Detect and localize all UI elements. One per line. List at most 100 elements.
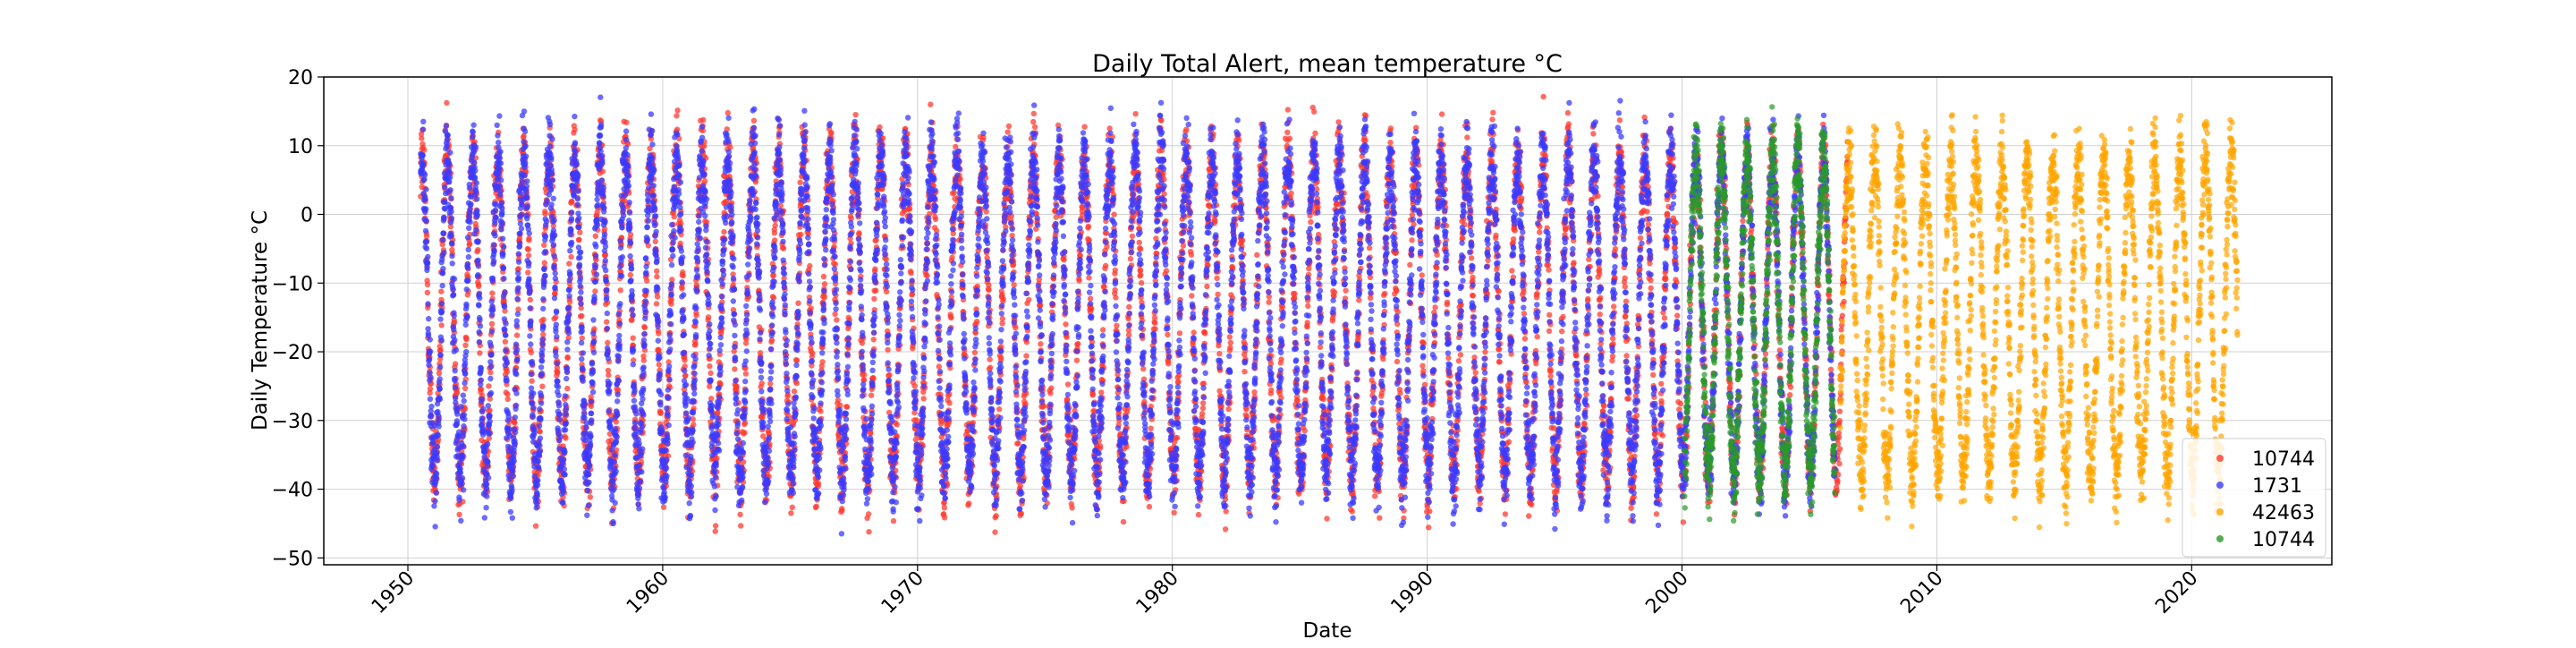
- data-point: [1111, 211, 1116, 217]
- data-point: [541, 243, 547, 248]
- data-point: [797, 180, 802, 185]
- data-point: [928, 102, 933, 107]
- data-point: [525, 269, 530, 275]
- data-point: [1140, 366, 1146, 371]
- data-point: [1000, 316, 1005, 321]
- data-point: [444, 100, 449, 106]
- data-point: [713, 528, 718, 533]
- data-point: [987, 356, 992, 362]
- data-point: [658, 410, 664, 415]
- data-point: [438, 289, 444, 294]
- data-point: [439, 322, 445, 328]
- data-point: [1241, 369, 1247, 374]
- data-point: [884, 289, 889, 294]
- data-point: [1086, 224, 1091, 229]
- data-point: [972, 350, 978, 355]
- data-point: [790, 505, 795, 510]
- data-point: [942, 505, 947, 510]
- data-point: [514, 332, 520, 337]
- data-point: [1139, 280, 1144, 286]
- data-point: [974, 319, 979, 324]
- data-point: [564, 386, 570, 391]
- data-point: [1048, 385, 1054, 390]
- data-point: [821, 274, 826, 279]
- data-point: [1287, 136, 1292, 141]
- data-point: [1132, 111, 1138, 116]
- data-point: [1065, 381, 1071, 387]
- data-point: [1228, 340, 1233, 345]
- data-point: [1128, 256, 1133, 261]
- data-point: [653, 239, 658, 244]
- data-point: [1063, 321, 1068, 327]
- data-point: [942, 515, 947, 520]
- data-point: [691, 422, 696, 427]
- data-point: [792, 388, 797, 394]
- data-point: [1023, 353, 1029, 358]
- data-point: [741, 430, 747, 435]
- data-point: [555, 370, 560, 375]
- data-point: [839, 507, 844, 513]
- data-point: [428, 386, 433, 391]
- data-point: [781, 245, 786, 251]
- data-point: [1225, 406, 1231, 412]
- data-point: [487, 370, 493, 375]
- data-point: [553, 314, 558, 320]
- data-point: [1200, 405, 1206, 411]
- data-point: [835, 397, 841, 403]
- data-point: [579, 313, 584, 319]
- data-point: [733, 384, 739, 389]
- data-point: [1081, 124, 1087, 130]
- data-point: [743, 371, 749, 376]
- data-point: [1152, 315, 1157, 320]
- data-point: [987, 364, 993, 370]
- data-point: [707, 363, 712, 369]
- data-point: [725, 110, 731, 115]
- data-point: [1005, 129, 1011, 134]
- data-point: [1089, 306, 1094, 311]
- data-point: [1125, 316, 1131, 321]
- data-point: [1018, 483, 1023, 489]
- data-point: [692, 341, 698, 346]
- data-point: [462, 386, 468, 391]
- data-point: [1189, 293, 1194, 298]
- data-point: [606, 372, 611, 378]
- data-point: [526, 247, 531, 252]
- data-point: [467, 241, 472, 246]
- data-point: [708, 371, 713, 376]
- data-point: [1152, 320, 1157, 326]
- data-point: [1006, 124, 1012, 129]
- data-point: [1215, 292, 1220, 297]
- data-point: [966, 500, 971, 506]
- data-point: [1026, 297, 1031, 303]
- data-point: [1138, 267, 1143, 272]
- data-point: [913, 437, 919, 442]
- data-point: [994, 513, 999, 518]
- data-point: [1227, 334, 1233, 339]
- data-point: [679, 286, 684, 291]
- data-point: [828, 130, 834, 135]
- data-point: [1216, 351, 1222, 356]
- data-point: [894, 422, 900, 427]
- data-point: [504, 369, 510, 374]
- data-point: [1311, 109, 1317, 115]
- data-point: [788, 510, 793, 516]
- data-point: [1305, 320, 1310, 325]
- data-point: [885, 347, 890, 353]
- data-point: [476, 284, 481, 289]
- data-point: [1318, 345, 1323, 350]
- data-point: [700, 117, 706, 123]
- data-point: [921, 396, 927, 401]
- data-point: [767, 380, 773, 386]
- data-point: [654, 274, 659, 279]
- data-point: [1177, 330, 1182, 336]
- data-point: [674, 113, 679, 118]
- data-point: [933, 217, 938, 222]
- data-point: [479, 387, 484, 392]
- data-point: [693, 312, 699, 318]
- data-point: [486, 383, 491, 388]
- data-point: [772, 237, 777, 243]
- data-point: [655, 294, 660, 299]
- data-point: [529, 379, 534, 384]
- data-point: [1175, 379, 1181, 384]
